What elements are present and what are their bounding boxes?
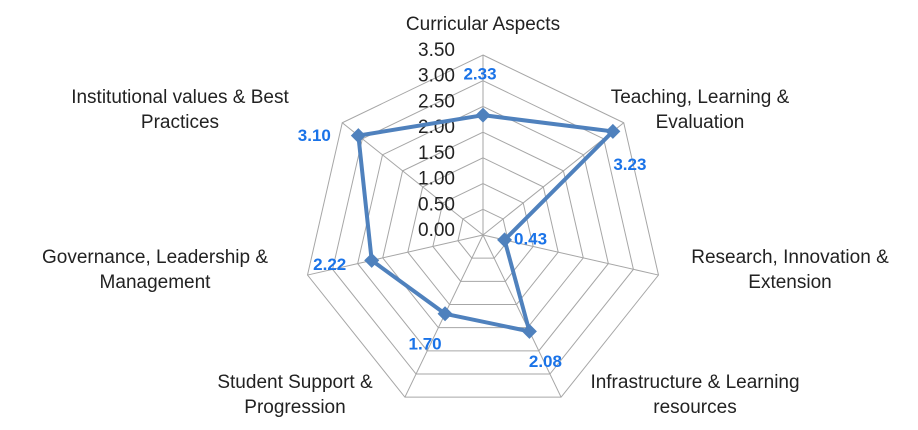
spoke	[482, 234, 659, 276]
point-marker	[475, 107, 491, 123]
r-tick-label: 2.50	[418, 91, 455, 112]
value-label: 2.22	[313, 255, 346, 274]
point-marker	[350, 128, 366, 144]
category-label: Student Support & Progression	[217, 372, 373, 418]
r-tick-label: 0.50	[418, 194, 455, 215]
grid-ring	[432, 183, 534, 282]
value-label: 3.10	[298, 126, 331, 145]
grid-ring	[332, 80, 634, 375]
series-line	[356, 113, 615, 334]
category-label: Research, Innovation & Extension	[691, 247, 889, 293]
r-tick-label: 1.50	[418, 143, 455, 164]
grid-ring	[306, 54, 660, 398]
r-tick-label: 3.50	[418, 40, 455, 61]
point-marker	[364, 252, 380, 268]
spoke	[482, 234, 562, 398]
value-label: 3.23	[613, 155, 646, 174]
point-marker	[497, 232, 513, 248]
r-tick-label: 3.00	[418, 66, 455, 87]
category-label: Institutional values & Best Practices	[71, 87, 289, 133]
r-tick-label: 1.00	[418, 169, 455, 190]
value-label: 2.08	[529, 352, 562, 371]
category-label: Teaching, Learning & Evaluation	[610, 87, 790, 133]
r-tick-label: 0.00	[418, 220, 455, 241]
point-marker	[521, 323, 537, 339]
grid-ring	[382, 131, 584, 329]
category-label: Infrastructure & Learning resources	[590, 372, 800, 418]
point-marker	[605, 123, 621, 139]
spoke	[341, 122, 484, 236]
point-marker	[437, 306, 453, 322]
value-label: 1.70	[409, 334, 442, 353]
category-label: Curricular Aspects	[405, 14, 561, 35]
value-label: 0.43	[514, 229, 547, 248]
grid-ring	[457, 208, 509, 259]
value-label: 2.33	[463, 65, 496, 84]
spoke	[307, 234, 484, 276]
category-label: Governance, Leadership & Management	[41, 247, 269, 293]
grid-ring	[357, 105, 609, 352]
